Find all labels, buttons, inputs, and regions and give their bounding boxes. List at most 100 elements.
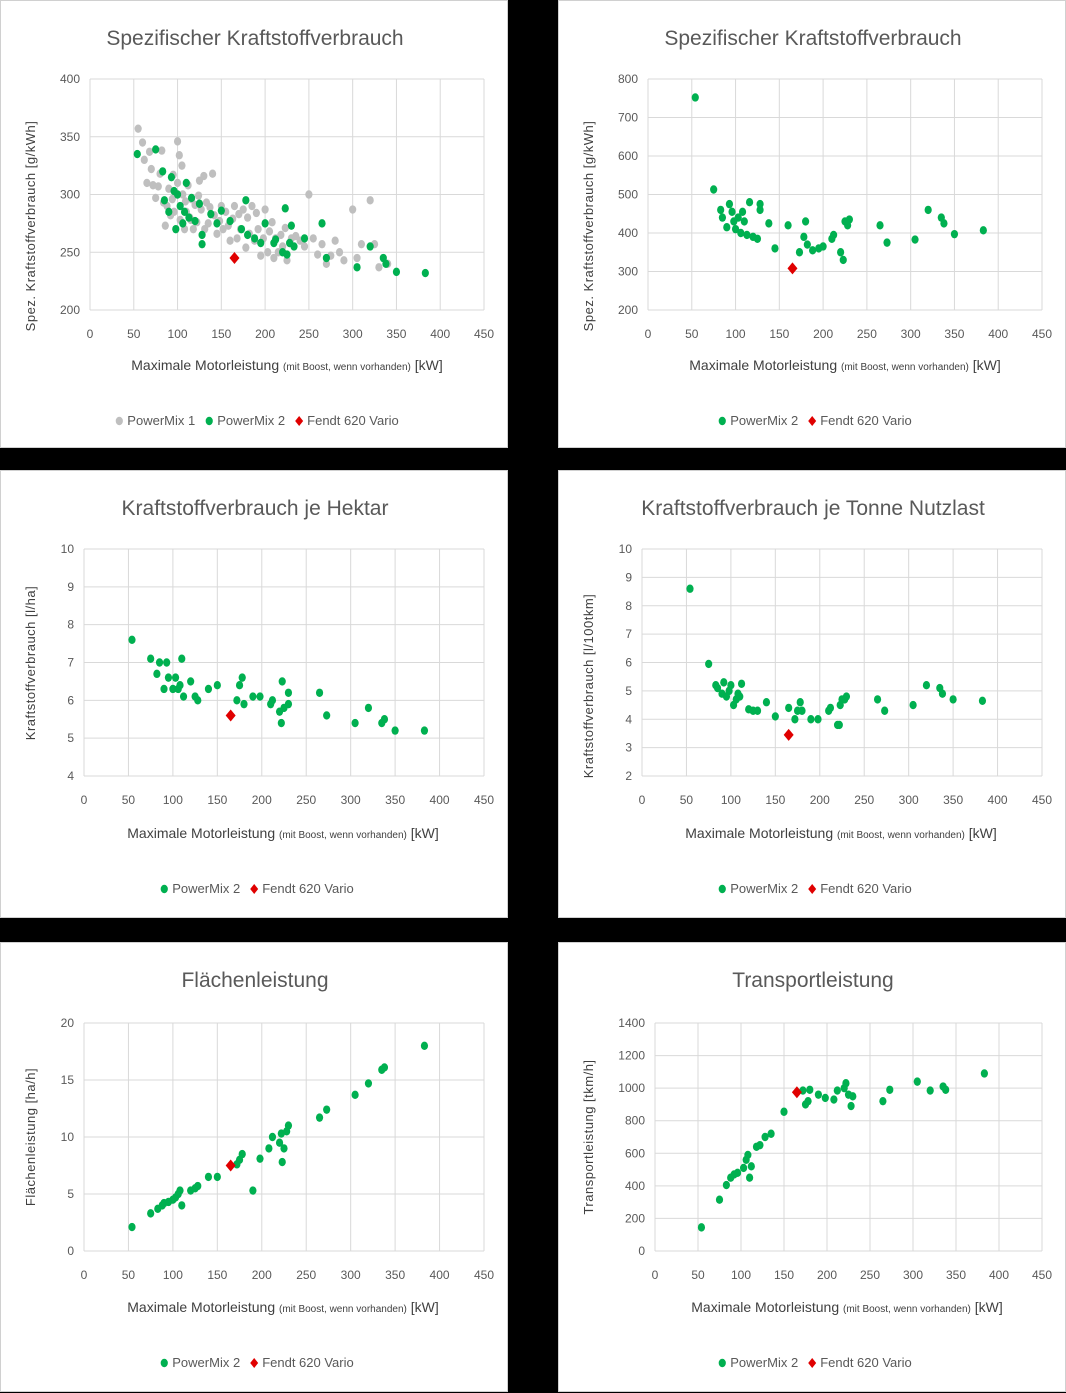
y-tick-label: 700: [618, 111, 638, 125]
point-powermix-1: [335, 248, 344, 257]
point-powermix-2: [819, 242, 827, 251]
x-axis-label: Maximale Motorleistung (mit Boost, wenn …: [689, 357, 1000, 373]
y-tick-label: 400: [60, 72, 80, 86]
y-tick-label: 4: [625, 712, 632, 726]
y-tick-label: 5: [67, 1187, 74, 1201]
legend-item: Fendt 620 Vario: [808, 881, 912, 896]
point-powermix-2: [715, 1195, 724, 1204]
x-tick-label: 0: [81, 793, 88, 807]
point-powermix-2: [238, 673, 246, 682]
point-powermix-2: [978, 696, 987, 706]
point-powermix-1: [314, 250, 322, 259]
point-fendt-620-vario: [225, 1159, 236, 1172]
point-powermix-1: [309, 234, 317, 243]
y-tick-label: 250: [60, 245, 80, 259]
point-powermix-2: [740, 217, 748, 226]
x-tick-label: 0: [645, 327, 652, 341]
y-tick-label: 200: [625, 1211, 645, 1225]
chart-title: Spezifischer Kraftstoffverbrauch: [664, 27, 961, 50]
y-axis-label-group: Flächenleistung [ha/h]: [23, 1068, 38, 1206]
point-powermix-2: [366, 242, 374, 251]
point-powermix-2: [351, 718, 359, 728]
x-axis-label: Maximale Motorleistung (mit Boost, wenn …: [127, 1299, 438, 1315]
point-powermix-2: [833, 1086, 841, 1095]
point-powermix-2: [351, 1090, 359, 1100]
point-powermix-2: [180, 207, 189, 217]
point-powermix-2: [737, 228, 745, 238]
point-powermix-2: [380, 1063, 389, 1072]
legend-item: PowerMix 2: [718, 1355, 798, 1370]
chart-panel-2: Spezifischer Kraftstoffverbrauch Spez. K…: [558, 0, 1066, 448]
point-powermix-2: [691, 93, 699, 102]
x-tick-label: 250: [296, 1268, 316, 1282]
point-powermix-1: [138, 138, 147, 147]
x-tick-label: 200: [255, 327, 275, 341]
x-tick-label: 400: [988, 793, 1008, 807]
point-powermix-2: [821, 1093, 829, 1103]
tick-labels: 200 250 300 350 400 0 50 100 150 200 250 300 350 400 4…: [60, 72, 494, 341]
point-powermix-2: [171, 673, 180, 682]
point-powermix-1: [200, 171, 208, 181]
point-powermix-2: [814, 715, 822, 724]
point-powermix-2: [420, 1041, 429, 1050]
point-powermix-1: [194, 191, 203, 200]
point-powermix-2: [717, 205, 725, 215]
point-powermix-2: [734, 213, 742, 222]
point-powermix-1: [170, 207, 178, 217]
legend-item: PowerMix 1: [115, 413, 195, 428]
x-tick-label: 100: [721, 793, 741, 807]
legend-label: PowerMix 2: [730, 413, 798, 428]
point-powermix-2: [172, 224, 180, 234]
point-powermix-2: [886, 1085, 894, 1094]
point-powermix-2: [420, 726, 429, 735]
point-powermix-2: [842, 692, 851, 701]
point-powermix-2: [213, 1172, 221, 1182]
tick-labels: 0 200 400 600 800 1000 1200 1400 0 50 100 150 200 250…: [618, 1016, 1052, 1282]
point-powermix-2: [315, 688, 324, 697]
point-powermix-2: [323, 1105, 331, 1114]
legend-marker-diamond: [295, 416, 304, 426]
point-powermix-2: [738, 207, 747, 217]
grid: [647, 78, 1043, 311]
y-tick-label: 9: [67, 580, 74, 594]
x-tick-label: 300: [899, 793, 919, 807]
x-tick-label: 400: [430, 327, 450, 341]
x-tick-label: 350: [385, 1268, 405, 1282]
y-tick-label: 7: [625, 627, 632, 641]
legend-item: PowerMix 2: [718, 881, 798, 896]
legend-item: Fendt 620 Vario: [808, 413, 912, 428]
point-fendt-620-vario: [791, 1086, 802, 1099]
point-powermix-2: [845, 215, 853, 224]
legend: PowerMix 2 Fendt 620 Vario: [718, 881, 912, 896]
point-powermix-2: [807, 715, 815, 724]
point-powermix-1: [145, 147, 154, 156]
point-powermix-2: [771, 244, 779, 253]
x-tick-label: 250: [854, 793, 874, 807]
point-powermix-1: [226, 236, 234, 245]
y-tick-label: 300: [60, 188, 80, 202]
legend: PowerMix 1 PowerMix 2 Fendt 620 Vario: [115, 413, 399, 428]
point-powermix-2: [280, 1144, 288, 1153]
y-tick-label: 500: [618, 188, 638, 202]
point-powermix-2: [300, 234, 309, 243]
point-powermix-2: [744, 1150, 752, 1160]
x-tick-label: 350: [385, 793, 405, 807]
point-powermix-2: [710, 185, 718, 194]
point-powermix-1: [161, 221, 169, 230]
point-powermix-2: [785, 703, 793, 713]
point-powermix-2: [697, 1223, 706, 1232]
point-powermix-2: [382, 259, 390, 268]
legend: PowerMix 2 Fendt 620 Vario: [718, 1355, 912, 1370]
y-tick-label: 800: [618, 72, 638, 86]
x-tick-label: 100: [163, 1268, 183, 1282]
legend-marker-circle: [718, 884, 726, 894]
y-tick-label: 200: [60, 303, 80, 317]
point-powermix-2: [353, 263, 361, 272]
point-powermix-2: [283, 250, 291, 259]
point-powermix-2: [152, 145, 160, 154]
point-powermix-2: [753, 234, 762, 243]
point-powermix-2: [182, 178, 190, 188]
point-powermix-2: [814, 1090, 822, 1099]
point-powermix-1: [242, 243, 250, 252]
